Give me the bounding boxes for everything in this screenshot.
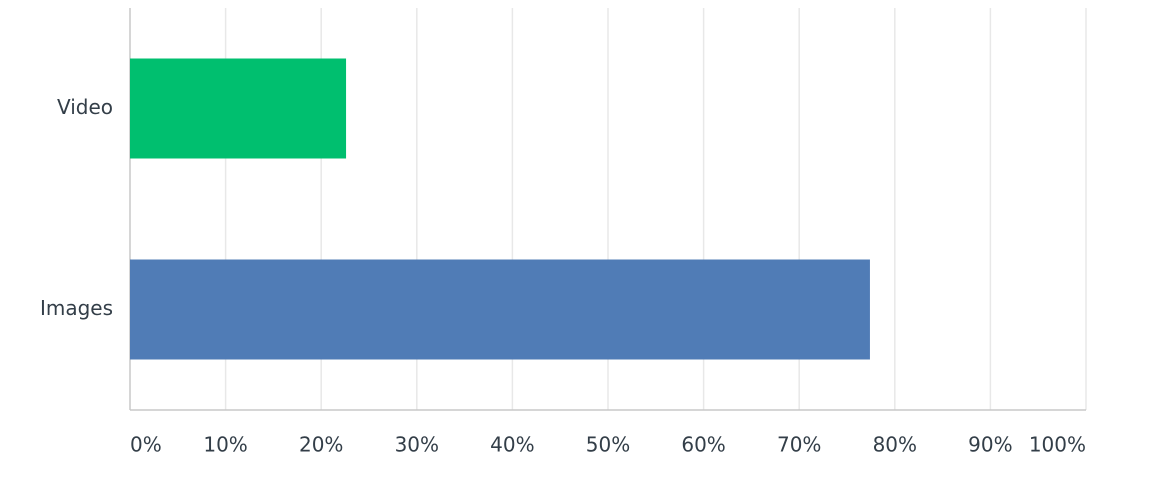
y-tick-label: Images (40, 296, 113, 320)
bar (130, 58, 347, 159)
x-tick-label: 100% (1029, 433, 1086, 457)
x-tick-label: 80% (873, 433, 917, 457)
x-tick-label: 10% (203, 433, 247, 457)
x-tick-label: 40% (490, 433, 534, 457)
bar (130, 259, 870, 360)
x-tick-label: 90% (968, 433, 1012, 457)
x-tick-label: 60% (681, 433, 725, 457)
x-tick-label: 20% (299, 433, 343, 457)
x-tick-label: 50% (586, 433, 630, 457)
x-tick-label: 30% (395, 433, 439, 457)
x-tick-label: 0% (130, 433, 162, 457)
y-tick-label: Video (57, 95, 113, 119)
x-tick-label: 70% (777, 433, 821, 457)
